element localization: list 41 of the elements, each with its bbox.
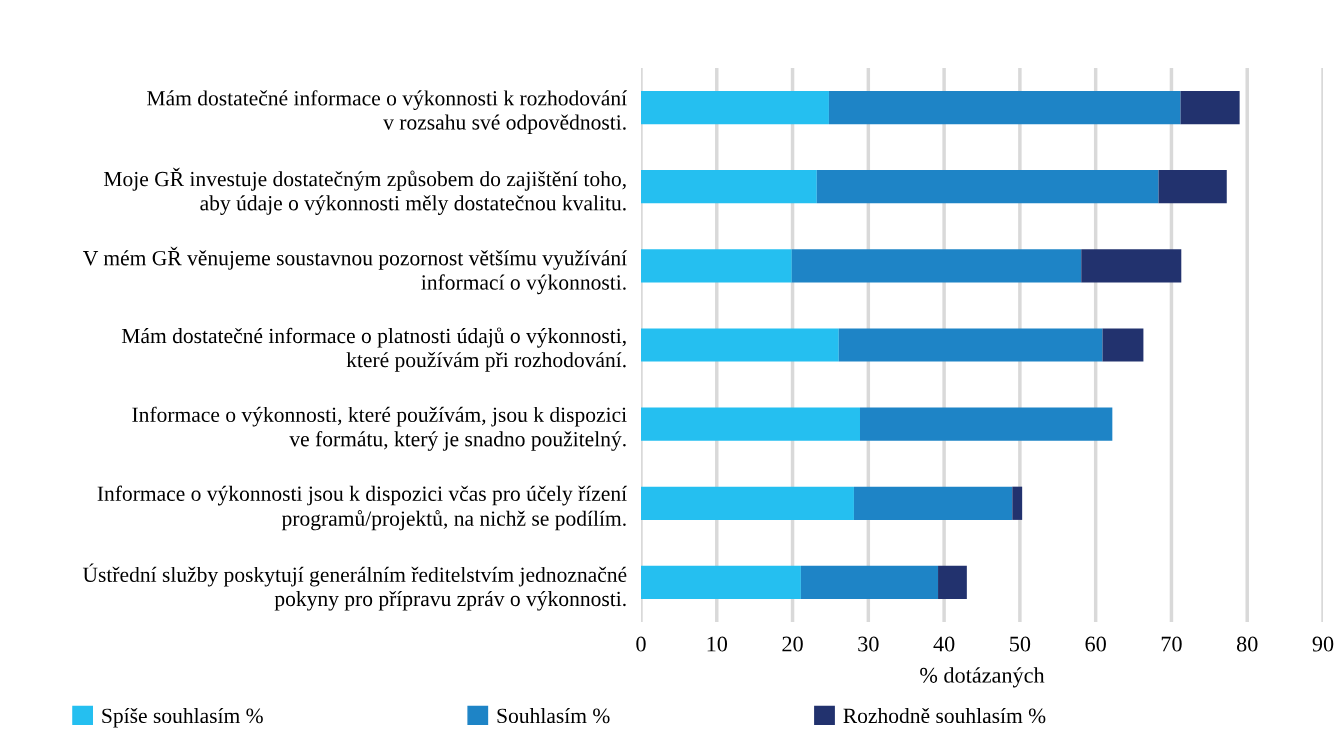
x-tick-label: 0 (636, 636, 646, 652)
bar (800, 565, 939, 600)
y-tick-label: Ústřední služby poskytují generálním ředitelstvím jednoznačné pokyny pro přípravu zpráv o výkonnosti. (82, 563, 627, 611)
legend-label: Rozhodně souhlasím % (843, 707, 1046, 724)
bar (1012, 486, 1023, 520)
y-tick-label: Informace o výkonnosti, které používám, jsou k dispozici ve formátu, který je snadno použitelný. (132, 406, 627, 451)
bar (938, 565, 967, 600)
x-tick-label: 10 (707, 636, 728, 652)
x-tick-label: 90 (1312, 636, 1334, 652)
bar (641, 565, 801, 600)
bar (838, 328, 1103, 362)
bar (791, 249, 1082, 283)
x-tick-label: 50 (1010, 636, 1031, 652)
bar (1158, 170, 1227, 204)
bar (641, 486, 854, 520)
bar (641, 90, 829, 125)
bar (860, 407, 1113, 441)
x-tick-label: 30 (858, 636, 879, 652)
legend-label: Spíše souhlasím % (102, 707, 263, 728)
x-axis-title: % dotázaných (920, 667, 1045, 688)
x-tick-label: 70 (1161, 636, 1182, 652)
bar (853, 486, 1013, 520)
bar (1081, 249, 1182, 283)
bar (641, 170, 817, 204)
bar (641, 249, 792, 283)
x-tick-label: 20 (782, 636, 803, 652)
legend-label: Souhlasím % (497, 707, 610, 724)
y-tick-label: Moje GŘ investuje dostatečným způsobem do zajištění toho, aby údaje o výkonnosti měly dostatečnou kvalitu. (103, 167, 626, 215)
bar (641, 407, 860, 441)
x-tick-label: 60 (1085, 636, 1106, 652)
x-tick-label: 80 (1236, 636, 1258, 652)
y-tick-label: Mám dostatečné informace o platnosti údajů o výkonnosti, které používám při rozhodování. (121, 327, 626, 372)
bar (1180, 90, 1240, 125)
y-tick-label: V mém GŘ věnujeme soustavnou pozornost většímu využívání informací o výkonnosti. (83, 246, 627, 295)
bar (641, 328, 839, 362)
x-tick-label: 40 (933, 636, 955, 652)
bar (816, 170, 1159, 204)
y-tick-label: Informace o výkonnosti jsou k dispozici včas pro účely řízení programů/projektů, na nichž se podílím. (97, 485, 627, 531)
bar (1102, 328, 1144, 362)
y-tick-label: Mám dostatečné informace o výkonnosti k rozhodování v rozsahu své odpovědnosti. (147, 90, 627, 135)
bar (828, 90, 1181, 125)
